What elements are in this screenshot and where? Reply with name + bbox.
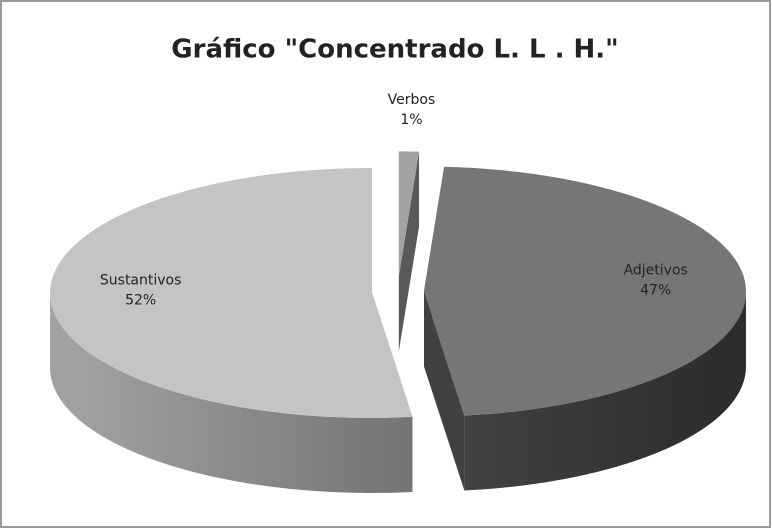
data-label-name: Verbos	[388, 92, 436, 108]
data-label-name: Adjetivos	[624, 263, 688, 279]
data-label-value: 47%	[640, 283, 671, 299]
data-label-name: Sustantivos	[100, 273, 182, 289]
data-label-value: 1%	[400, 112, 422, 128]
pie-slice	[398, 151, 420, 277]
slice-tops	[50, 151, 746, 418]
data-label-value: 52%	[125, 293, 156, 309]
slice-side-face	[423, 291, 465, 491]
pie-slice	[423, 166, 746, 416]
pie-slice	[50, 167, 413, 418]
labels: Verbos 1% Adjetivos 47% Sustantivos 52%	[100, 92, 688, 308]
slice-side-face	[398, 151, 420, 352]
slice-wall	[464, 290, 746, 491]
chart-title: Gráfico "Concentrado L. L . H."	[171, 35, 618, 65]
slice-wall	[50, 290, 413, 493]
